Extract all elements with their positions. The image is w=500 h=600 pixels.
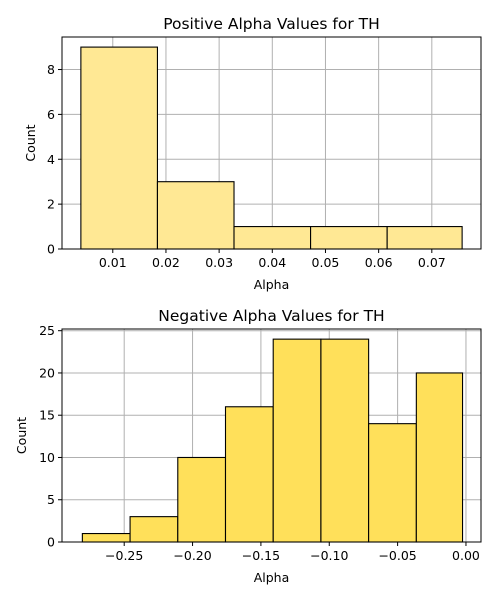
- histogram-bar: [177, 456, 227, 543]
- y-tick-label: 20: [39, 365, 55, 380]
- chart-panel-1: 0.01 0.02 0.03 0.04 0.05 0.06 0.07 0 2 4 6 8 Positiv…: [23, 15, 482, 292]
- histogram-bar: [368, 423, 417, 543]
- x-tick-label: 0.00: [452, 548, 480, 563]
- y-axis-label: Count: [14, 417, 29, 454]
- x-tick-label: 0.03: [205, 255, 233, 270]
- y-tick-label: 0: [47, 242, 55, 257]
- x-tick-label: 0.02: [152, 255, 180, 270]
- x-tick-label: 0.07: [418, 255, 446, 270]
- y-tick-label: 6: [47, 107, 55, 122]
- y-tick-label: 15: [39, 408, 55, 423]
- histogram-bar: [156, 181, 235, 250]
- y-axis-label: Count: [23, 124, 38, 161]
- y-tick-label: 4: [47, 152, 55, 167]
- histogram-bar: [81, 532, 131, 543]
- x-axis-label: Alpha: [254, 277, 290, 292]
- x-tick-label: −0.15: [242, 548, 280, 563]
- x-axis-label: Alpha: [254, 570, 290, 585]
- chart-title: Positive Alpha Values for TH: [163, 15, 380, 33]
- histogram-bar: [272, 338, 322, 543]
- x-tick-label: 0.01: [99, 255, 127, 270]
- x-tick-label: 0.04: [258, 255, 286, 270]
- x-tick-label: 0.06: [365, 255, 393, 270]
- histogram-bar: [386, 226, 463, 250]
- histogram-bar: [310, 226, 388, 250]
- histogram-bar: [320, 338, 370, 543]
- chart-panel-2: −0.25 −0.20 −0.15 −0.10 −0.05 0.00 0 5 10 15 20 25 N…: [14, 307, 482, 585]
- histogram-bar: [233, 226, 312, 250]
- histogram-bar: [80, 46, 158, 250]
- x-tick-label: 0.05: [312, 255, 340, 270]
- y-tick-label: 25: [39, 323, 55, 338]
- y-tick-label: 2: [47, 197, 55, 212]
- y-tick-label: 8: [47, 62, 55, 77]
- plot-frame: [61, 36, 482, 250]
- histogram-bar: [224, 406, 274, 543]
- y-tick-label: 5: [47, 492, 55, 507]
- histogram-bar: [129, 516, 179, 543]
- plot-frame: [61, 328, 482, 543]
- x-tick-label: −0.05: [378, 548, 416, 563]
- y-tick-label: 0: [47, 535, 55, 550]
- y-tick-label: 10: [39, 450, 55, 465]
- histogram-bar: [415, 372, 464, 543]
- x-tick-label: −0.10: [310, 548, 348, 563]
- x-tick-label: −0.20: [173, 548, 211, 563]
- chart-title: Negative Alpha Values for TH: [158, 307, 384, 325]
- x-tick-label: −0.25: [105, 548, 143, 563]
